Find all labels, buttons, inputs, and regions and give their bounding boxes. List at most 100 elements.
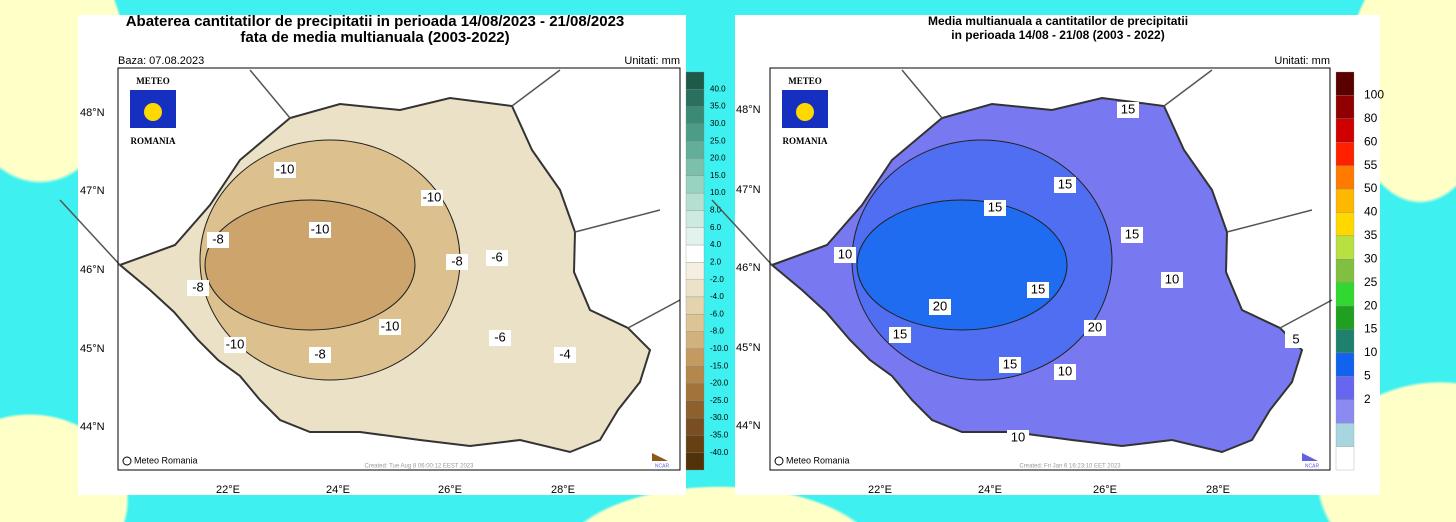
borders xyxy=(59,69,681,329)
legend-label: 40 xyxy=(1364,205,1378,219)
contour-label-bg xyxy=(489,330,511,346)
map-title: in perioada 14/08 - 21/08 (2003 - 2022) xyxy=(951,28,1164,42)
lat-label: 46°N xyxy=(80,264,105,276)
legend-swatch xyxy=(685,348,705,367)
legend-label: 25 xyxy=(1364,275,1378,289)
contour-label-bg xyxy=(446,254,468,270)
contour-label: -6 xyxy=(494,329,506,344)
created: Created: Fri Jan 6 16:23:10 EET 2023 xyxy=(1019,464,1121,470)
contour-label: 20 xyxy=(1088,319,1102,334)
contour-label-bg xyxy=(1117,102,1139,118)
legend-swatch xyxy=(685,331,705,350)
contour-label-bg xyxy=(554,347,576,363)
base-date: Baza: 07.08.2023 xyxy=(118,55,204,67)
contour-label: -10 xyxy=(423,189,442,204)
contour-label: -10 xyxy=(226,336,245,351)
legend-swatch xyxy=(1335,188,1355,213)
contour-label-bg xyxy=(834,247,856,263)
legend-label: 8.0 xyxy=(710,206,722,215)
legend-swatch xyxy=(1335,305,1355,330)
contour-label: -10 xyxy=(381,318,400,333)
legend-label: 35.0 xyxy=(710,102,726,111)
legend-swatch xyxy=(685,175,705,194)
legend-swatch xyxy=(685,452,705,471)
contour-label-bg xyxy=(207,232,229,248)
legend-swatch xyxy=(685,141,705,159)
legend-swatch xyxy=(685,106,705,125)
legend-label: 10.0 xyxy=(710,188,726,197)
legend-swatch xyxy=(1335,399,1355,424)
contour-label-bg xyxy=(1161,272,1183,288)
contour-label-bg xyxy=(309,222,331,238)
lat-label: 48°N xyxy=(736,104,761,116)
lon-label: 22°E xyxy=(868,484,892,496)
legend-swatch xyxy=(685,417,705,436)
logo-sun xyxy=(796,103,814,121)
legend-swatch xyxy=(1335,165,1355,190)
legend-label: -6.0 xyxy=(710,309,724,318)
lon-label: 28°E xyxy=(1206,484,1230,496)
legend-label: -10.0 xyxy=(710,344,729,353)
legend-swatch xyxy=(1335,446,1355,471)
legend-label: 4.0 xyxy=(710,240,722,249)
lon-label: 28°E xyxy=(551,484,575,496)
contour-label-bg xyxy=(1007,430,1029,446)
ncar-logo xyxy=(1302,453,1318,461)
lat-label: 44°N xyxy=(80,421,105,433)
legend-swatch xyxy=(685,89,705,107)
copyright xyxy=(774,456,784,466)
lat-label: 45°N xyxy=(80,343,105,355)
contour-label-bg xyxy=(224,337,246,353)
lat-label: 46°N xyxy=(736,262,761,274)
lon-label: 22°E xyxy=(216,484,240,496)
legend-label: 6.0 xyxy=(710,223,722,232)
legend-label: 60 xyxy=(1364,134,1378,148)
contour-label: 15 xyxy=(1125,226,1139,241)
contour-label-bg xyxy=(379,319,401,335)
contour-label-bg xyxy=(187,280,209,296)
legend-swatch xyxy=(1335,282,1355,307)
legend-swatch xyxy=(685,435,705,453)
legend-swatch xyxy=(685,192,705,211)
legend-swatch xyxy=(685,244,705,263)
contour-label-bg xyxy=(421,190,443,206)
contour-label-bg xyxy=(1285,332,1307,348)
legend-label: 25.0 xyxy=(710,136,726,145)
legend-swatch xyxy=(1335,212,1355,237)
lat-label: 44°N xyxy=(736,420,761,432)
logo-text: ROMANIA xyxy=(131,136,176,146)
legend-label: -40.0 xyxy=(710,448,729,457)
legend-label: -35.0 xyxy=(710,431,729,440)
contour-region xyxy=(204,199,416,331)
contour-label-bg xyxy=(309,347,331,363)
legend-swatch xyxy=(1335,423,1355,447)
contour-label: 15 xyxy=(988,199,1002,214)
contour-label: 15 xyxy=(1003,356,1017,371)
lat-label: 47°N xyxy=(736,184,761,196)
contour-label: -8 xyxy=(314,346,326,361)
logo-text: ROMANIA xyxy=(783,136,828,146)
contour-label-bg xyxy=(929,299,951,315)
map-frame xyxy=(117,67,681,471)
legend-label: 5 xyxy=(1364,369,1371,383)
credit: Meteo Romania xyxy=(134,455,198,465)
legend-swatch xyxy=(685,227,705,246)
legend-swatch xyxy=(685,400,705,419)
legend-label: -15.0 xyxy=(710,361,729,370)
contour-label: -8 xyxy=(212,231,224,246)
lon-label: 26°E xyxy=(1093,484,1117,496)
contour-label: -8 xyxy=(451,253,463,268)
units: Unitati: mm xyxy=(624,55,680,67)
contour-label-bg xyxy=(984,200,1006,216)
legend-swatch xyxy=(685,296,705,315)
legend-swatch xyxy=(1335,95,1355,119)
contour-label-bg xyxy=(1121,227,1143,243)
legend-swatch xyxy=(1335,259,1355,283)
contour-label: -10 xyxy=(276,161,295,176)
legend-swatch xyxy=(685,71,705,90)
contour-label-bg xyxy=(889,327,911,343)
legend-swatch xyxy=(685,262,705,280)
contour-label-bg xyxy=(1084,320,1106,336)
